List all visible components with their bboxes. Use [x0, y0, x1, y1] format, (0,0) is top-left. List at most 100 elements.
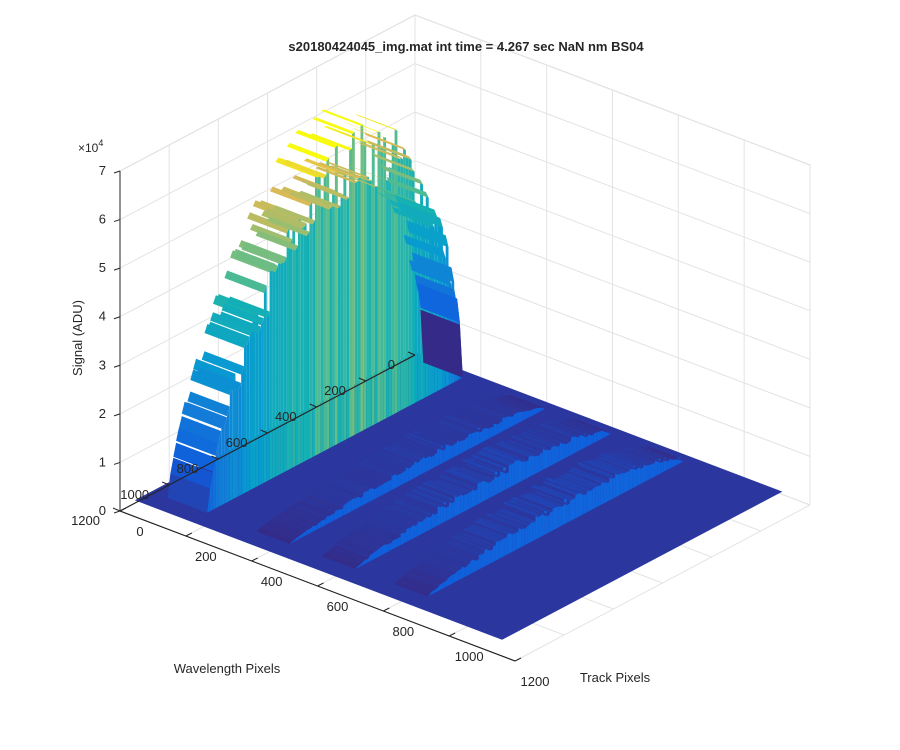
z-tick-label: 1	[99, 454, 106, 469]
surface-facet	[327, 483, 364, 498]
surface-facet	[400, 531, 404, 545]
surface-facet	[409, 436, 446, 451]
surface-facet	[488, 481, 492, 499]
surface-facet	[366, 177, 369, 429]
surface-facet	[478, 403, 514, 417]
surface-facet	[388, 479, 392, 492]
x-tick-label: 1000	[455, 649, 484, 664]
x-tick-label: 800	[392, 624, 414, 639]
surface-facet	[284, 159, 327, 179]
surface-facet	[529, 521, 533, 543]
surface-facet	[639, 446, 675, 460]
surface-facet	[317, 521, 321, 529]
y-tick-label: 200	[324, 383, 346, 398]
surface-facet	[549, 511, 553, 532]
surface-facet	[478, 450, 515, 465]
surface-facet	[303, 223, 307, 462]
surface-facet	[589, 489, 593, 511]
surface-facet	[533, 491, 570, 506]
surface-facet	[527, 524, 530, 544]
surface-facet	[420, 520, 424, 535]
z-tick	[113, 316, 121, 320]
surface-facet	[366, 557, 370, 563]
surface-facet	[340, 194, 344, 443]
surface-facet	[618, 473, 621, 496]
surface-facet	[511, 462, 515, 487]
surface-facet	[516, 498, 553, 513]
surface-facet	[495, 442, 532, 457]
surface-facet	[575, 493, 579, 519]
surface-facet	[515, 436, 552, 451]
surface-facet	[363, 132, 406, 151]
surface-facet	[502, 417, 506, 432]
surface-facet	[602, 430, 606, 439]
surface-facet	[435, 478, 472, 493]
surface-facet	[246, 336, 250, 492]
surface-facet	[364, 461, 401, 476]
surface-facet	[352, 132, 355, 437]
surface-facet	[568, 469, 604, 484]
surface-facet	[414, 459, 418, 478]
surface-facet	[353, 468, 389, 483]
surface-facet	[384, 448, 420, 463]
surface-facet	[362, 525, 398, 540]
surface-facet	[319, 485, 355, 500]
surface-facet	[612, 477, 616, 499]
surface-facet	[335, 171, 378, 187]
surface-facet	[513, 413, 517, 426]
surface-facet	[310, 491, 347, 506]
surface-facet	[500, 470, 503, 493]
surface-facet	[569, 499, 573, 522]
surface-facet	[460, 492, 464, 514]
surface-facet	[434, 550, 471, 565]
surface-facet	[525, 460, 529, 479]
surface-facet	[660, 461, 664, 474]
surface-facet	[290, 505, 327, 521]
surface-facet	[484, 548, 488, 567]
surface-facet	[457, 439, 460, 456]
tick-labels: 0200400600800100012000200400600800100012…	[71, 163, 549, 689]
surface-facet	[184, 402, 227, 428]
surface-facet	[494, 471, 498, 496]
surface-facet	[504, 442, 540, 457]
surface-facet	[392, 539, 395, 550]
surface-facet	[483, 399, 520, 413]
surface-facet	[640, 467, 644, 484]
surface-facet	[607, 455, 644, 469]
x-axis-label: Track Pixels	[580, 670, 651, 685]
surface-facet	[413, 493, 449, 508]
surface-facet	[423, 557, 459, 573]
axis-lines	[112, 170, 522, 662]
surface-facet	[276, 514, 313, 530]
surface-facet	[363, 141, 367, 431]
track-ridge	[394, 444, 684, 597]
surface-facet	[481, 552, 485, 568]
surface-facet	[518, 433, 555, 448]
surface-facet	[369, 553, 373, 562]
surface-facet	[671, 459, 675, 468]
surface-facet	[198, 368, 242, 391]
surface-facet	[578, 489, 581, 517]
surface-facet	[669, 458, 672, 469]
surface-facet	[372, 153, 415, 172]
surface-facet	[258, 326, 262, 486]
surface-facet	[464, 463, 501, 478]
surface-facet	[369, 180, 372, 428]
surface-facet	[522, 460, 526, 481]
surface-facet	[492, 397, 528, 412]
surface-facet	[309, 201, 313, 459]
surface-facet	[386, 543, 390, 553]
surface-facet	[471, 486, 475, 508]
surface-facet	[493, 544, 496, 562]
surface-facet	[307, 495, 344, 510]
surface-facet	[551, 446, 555, 466]
surface-facet	[355, 466, 392, 482]
z-tick	[113, 219, 121, 223]
surface-facet	[657, 458, 661, 475]
surface-facet	[649, 464, 652, 480]
surface-facet	[349, 499, 352, 513]
surface-facet	[562, 442, 566, 460]
surface-facet	[247, 212, 290, 234]
surface-facet	[539, 485, 576, 500]
surface-facet	[566, 418, 603, 432]
